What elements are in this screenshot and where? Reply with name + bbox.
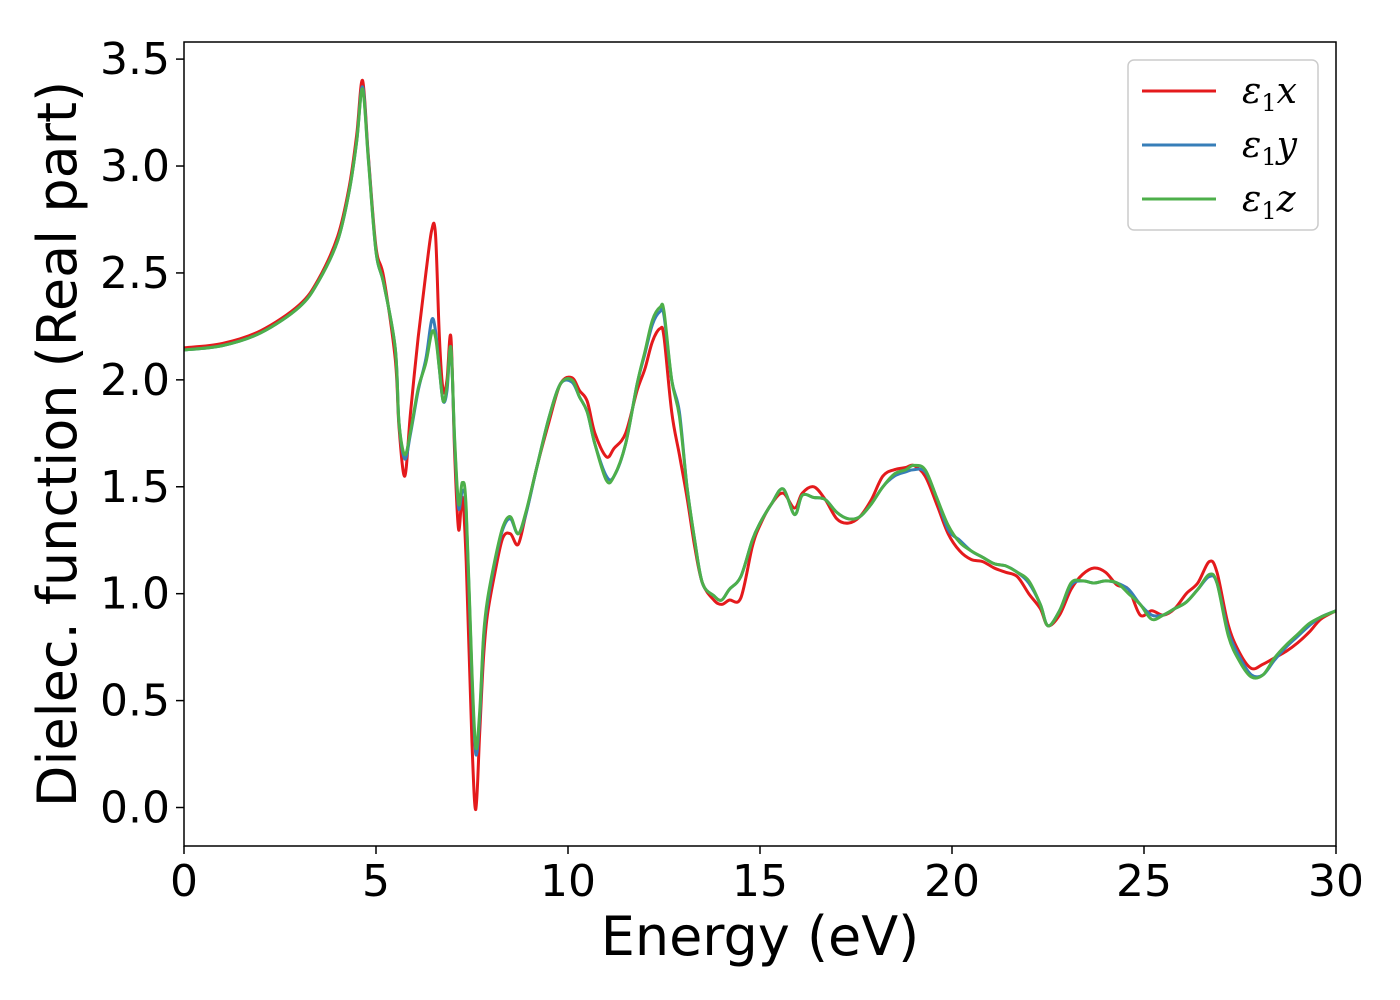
legend-label-tail: y [1275, 125, 1298, 166]
y-axis: 0.0 0.5 1.0 1.5 2.0 2.5 3.0 3.5 [100, 34, 184, 834]
x-tick-label: 20 [924, 856, 980, 907]
y-tick-label: 2.5 [100, 248, 170, 299]
y-tick-label: 3.5 [100, 34, 170, 85]
y-tick-label: 3.0 [100, 141, 170, 192]
y-tick-label: 1.5 [100, 462, 170, 513]
legend-label-y: ε1y [1242, 125, 1298, 171]
legend-label-tail: z [1276, 179, 1297, 220]
x-tick-label: 5 [362, 856, 390, 907]
y-axis-label: Dielec. function (Real part) [26, 81, 89, 807]
y-tick-label: 1.0 [100, 569, 170, 620]
legend-label-tail: x [1277, 71, 1297, 112]
legend-label-base: ε [1242, 71, 1261, 112]
series-line-z [184, 87, 1336, 751]
x-tick-label: 25 [1116, 856, 1172, 907]
x-tick-label: 30 [1308, 856, 1364, 907]
x-axis: 0 5 10 15 20 25 30 [170, 846, 1364, 907]
legend-label-z: ε1z [1242, 179, 1297, 225]
x-tick-label: 10 [540, 856, 596, 907]
legend-label-x: ε1x [1242, 71, 1297, 117]
y-tick-label: 0.5 [100, 676, 170, 727]
legend-label-subscript: 1 [1261, 197, 1276, 225]
legend-label-base: ε [1242, 179, 1261, 220]
x-axis-label: Energy (eV) [601, 905, 920, 968]
legend-label-base: ε [1242, 125, 1261, 166]
legend-box [1127, 59, 1319, 231]
legend-label-subscript: 1 [1261, 143, 1276, 171]
y-tick-label: 2.0 [100, 355, 170, 406]
y-tick-label: 0.0 [100, 783, 170, 834]
series-layer [184, 78, 1336, 812]
x-tick-label: 15 [732, 856, 788, 907]
legend-label-subscript: 1 [1261, 89, 1276, 117]
x-tick-label: 0 [170, 856, 198, 907]
